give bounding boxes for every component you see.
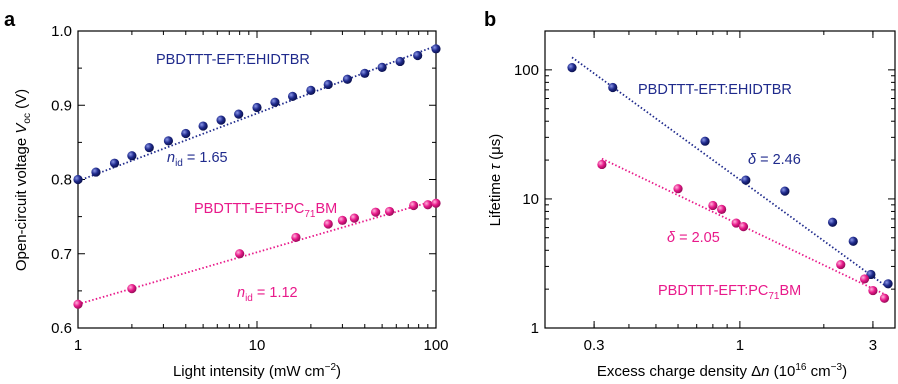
panel-a-annotation-nid-blue: nid = 1.65 bbox=[167, 150, 228, 169]
data-point-pink bbox=[235, 249, 245, 259]
data-point-blue bbox=[181, 128, 191, 139]
data-point-pink bbox=[673, 184, 683, 194]
panel-b-frame bbox=[544, 30, 896, 329]
data-point-blue bbox=[377, 62, 387, 72]
panel-a-series-label-pc71bm: PBDTTT-EFT:PC71BM bbox=[194, 201, 337, 220]
panel-b-points bbox=[567, 63, 893, 303]
data-point-pink bbox=[423, 200, 433, 210]
y-tick-label: 1.0 bbox=[51, 23, 72, 40]
data-point-blue bbox=[216, 115, 226, 125]
y-tick-label: 0.9 bbox=[51, 97, 72, 114]
data-point-blue bbox=[163, 136, 174, 146]
data-point-blue bbox=[323, 79, 333, 90]
data-point-blue bbox=[198, 121, 208, 131]
data-point-pink bbox=[597, 159, 607, 170]
data-point-blue bbox=[395, 56, 405, 67]
data-point-blue bbox=[144, 142, 154, 153]
data-point-pink bbox=[717, 204, 727, 214]
fit-line-pink bbox=[601, 157, 887, 296]
x-tick-label: 3 bbox=[869, 337, 877, 354]
data-point-blue bbox=[700, 136, 710, 146]
panel-b-ticks: 0.3 1 3 1 10 100 bbox=[514, 31, 895, 354]
y-tick-label: 1 bbox=[531, 320, 539, 337]
data-point-pink bbox=[409, 200, 419, 211]
data-point-blue bbox=[567, 63, 577, 73]
data-point-blue bbox=[73, 174, 83, 185]
data-point-blue bbox=[270, 97, 280, 107]
data-point-pink bbox=[859, 274, 870, 284]
x-tick-label: 0.3 bbox=[584, 337, 605, 354]
data-point-pink bbox=[431, 198, 441, 208]
panel-b-annotation-delta-pink: δ = 2.05 bbox=[667, 230, 720, 246]
data-point-pink bbox=[384, 206, 395, 217]
data-point-blue bbox=[109, 158, 120, 168]
data-point-pink bbox=[708, 200, 718, 211]
panel-a: a 1 10 100 0.6 0.7 0.8 0.9 1.0 PBDTTT-EFT:EHIDT… bbox=[4, 9, 449, 380]
panel-b-y-axis-title: Lifetime τ (μs) bbox=[487, 134, 504, 227]
data-point-blue bbox=[741, 175, 751, 185]
data-point-pink bbox=[371, 207, 381, 217]
data-point-blue bbox=[360, 68, 370, 78]
y-tick-label: 0.7 bbox=[51, 246, 72, 263]
x-tick-label: 1 bbox=[74, 337, 82, 354]
fit-line-blue bbox=[77, 45, 437, 182]
data-point-blue bbox=[306, 85, 316, 95]
data-point-pink bbox=[323, 219, 333, 229]
data-point-blue bbox=[91, 167, 101, 177]
data-point-pink bbox=[73, 299, 83, 309]
data-point-blue bbox=[127, 151, 137, 161]
data-point-blue bbox=[827, 217, 838, 227]
panel-a-points bbox=[73, 44, 441, 309]
data-point-pink bbox=[337, 215, 348, 225]
data-point-pink bbox=[127, 284, 137, 294]
panel-b-series-label-ehidtbr: PBDTTT-EFT:EHIDTBR bbox=[638, 82, 792, 98]
data-point-pink bbox=[349, 213, 359, 223]
x-tick-label: 10 bbox=[249, 337, 266, 354]
data-point-pink bbox=[836, 259, 846, 270]
panel-a-annotation-nid-pink: nid = 1.12 bbox=[237, 285, 298, 304]
data-point-blue bbox=[252, 102, 262, 113]
y-tick-label: 0.6 bbox=[51, 320, 72, 337]
data-point-pink bbox=[731, 218, 741, 228]
data-point-blue bbox=[413, 50, 423, 61]
panel-a-series-label-ehidtbr: PBDTTT-EFT:EHIDTBR bbox=[156, 52, 310, 68]
panel-a-x-axis-title: Light intensity (mW cm−2) bbox=[173, 362, 341, 380]
data-point-blue bbox=[234, 109, 244, 119]
panel-b: b 0.3 1 3 1 10 100 PBDTTT-EFT:EHIDTBR PBDTTT-… bbox=[484, 9, 896, 380]
panel-b-fit-lines bbox=[571, 56, 887, 296]
panel-a-ticks: 1 10 100 0.6 0.7 0.8 0.9 1.0 bbox=[51, 23, 448, 354]
fit-line-pink bbox=[77, 199, 437, 306]
data-point-pink bbox=[291, 232, 301, 243]
y-tick-label: 0.8 bbox=[51, 172, 72, 189]
data-point-blue bbox=[608, 82, 618, 93]
data-point-pink bbox=[879, 293, 890, 303]
data-point-blue bbox=[431, 44, 441, 54]
data-point-pink bbox=[738, 222, 749, 232]
panel-a-fit-lines bbox=[77, 45, 437, 306]
data-point-blue bbox=[287, 91, 298, 101]
panel-a-letter: a bbox=[4, 9, 16, 31]
y-tick-label: 10 bbox=[522, 191, 539, 208]
data-point-blue bbox=[780, 186, 790, 196]
data-point-blue bbox=[848, 236, 858, 246]
y-tick-label: 100 bbox=[514, 62, 539, 79]
panel-b-series-label-pc71bm: PBDTTT-EFT:PC71BM bbox=[658, 283, 801, 302]
x-tick-label: 100 bbox=[423, 337, 448, 354]
x-tick-label: 1 bbox=[736, 337, 744, 354]
panel-b-x-axis-title: Excess charge density Δn (1016 cm−3) bbox=[597, 362, 847, 380]
data-point-blue bbox=[342, 74, 353, 84]
panel-b-letter: b bbox=[484, 9, 496, 31]
data-point-pink bbox=[868, 285, 878, 296]
data-point-blue bbox=[883, 279, 893, 289]
panel-a-y-axis-title: Open-circuit voltage Voc (V) bbox=[13, 89, 33, 271]
panel-a-frame bbox=[77, 30, 437, 329]
panel-b-annotation-delta-blue: δ = 2.46 bbox=[748, 152, 801, 168]
